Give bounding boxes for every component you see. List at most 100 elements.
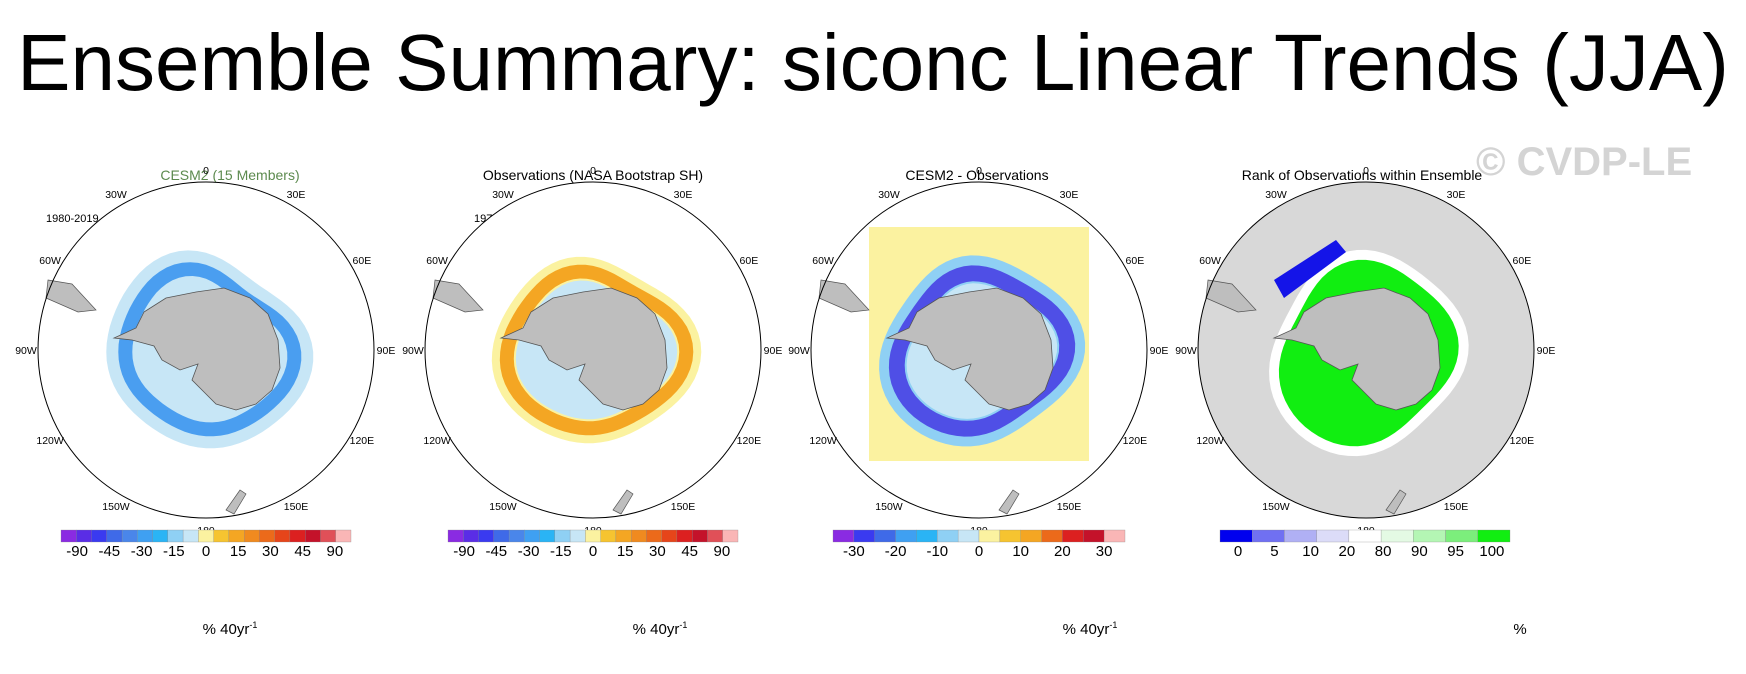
longitude-label: 30E <box>1060 189 1079 201</box>
polar-map-4: 030E60E90E120E150E180150W120W90W60W30W <box>1175 165 1555 537</box>
colorbar-swatch <box>478 529 494 543</box>
new-zealand-landmass <box>225 489 247 515</box>
colorbar-swatch <box>106 529 123 543</box>
colorbar-swatch <box>259 529 275 543</box>
antarctica-landmass <box>499 287 668 411</box>
colorbar-swatch <box>1041 529 1063 543</box>
colorbar-swatch <box>937 529 959 543</box>
colorbar-tick-label: -15 <box>550 543 572 560</box>
longitude-label: 30E <box>1447 189 1466 201</box>
colorbar-tick-label: 0 <box>202 543 210 560</box>
south-america-landmass <box>1205 279 1257 313</box>
colorbar-tick-label: 0 <box>589 543 597 560</box>
colorbar-tick-label: 95 <box>1447 543 1464 560</box>
longitude-label: 60W <box>39 255 61 267</box>
colorbar-swatch <box>463 529 479 543</box>
longitude-label: 0 <box>976 165 982 177</box>
panel-title-observations: Observations (NASA Bootstrap SH) <box>482 167 704 183</box>
colorbar-tick-label: 0 <box>1234 543 1242 560</box>
longitude-label: 90W <box>788 345 810 357</box>
colorbar-swatch <box>228 529 245 543</box>
colorbar-tick-label: -10 <box>926 543 948 560</box>
south-america-landmass <box>818 279 870 313</box>
colorbar-swatch <box>916 529 938 543</box>
colorbar-tick-label: 5 <box>1270 543 1278 560</box>
colorbar-swatch <box>1062 529 1084 543</box>
colorbar-swatch <box>1445 529 1478 543</box>
longitude-label: 150E <box>1057 501 1082 513</box>
south-america-landmass <box>45 279 97 313</box>
colorbar-swatch <box>76 529 92 543</box>
colorbar-rank: 0 5 10 20 80 90 95 100 <box>1219 529 1511 560</box>
new-zealand-landmass <box>1385 489 1407 515</box>
colorbar-swatch <box>91 529 107 543</box>
longitude-label: 150W <box>489 501 517 513</box>
colorbar-swatch <box>957 529 980 543</box>
colorbar-swatch <box>198 529 214 543</box>
polar-map-2: 030E60E90E120E150E180150W120W90W60W30W <box>402 165 782 537</box>
polar-map-3: 030E60E90E120E150E180150W120W90W60W30W <box>788 165 1168 537</box>
colorbar-tick-label: -20 <box>885 543 907 560</box>
longitude-label: 30E <box>287 189 306 201</box>
antarctica-landmass <box>885 287 1054 411</box>
antarctica-landmass <box>1272 287 1441 411</box>
south-america-landmass <box>432 279 484 313</box>
colorbar-swatch <box>493 529 510 543</box>
new-zealand-landmass <box>612 489 634 515</box>
colorbar-tick-label: 10 <box>1302 543 1319 560</box>
map-boundary <box>1197 181 1535 519</box>
colorbar-swatch <box>60 529 77 543</box>
rank-low-region <box>1274 240 1346 298</box>
longitude-label: 60E <box>1513 255 1532 267</box>
colorbar-swatch <box>335 529 352 543</box>
colorbar-unit-observations: % 40yr-1 <box>632 620 688 638</box>
colorbar-swatch <box>1316 529 1350 543</box>
longitude-label: 120E <box>1123 435 1148 447</box>
colorbar-tick-label: -15 <box>163 543 185 560</box>
colorbar-swatch <box>167 529 184 543</box>
longitude-label: 0 <box>590 165 596 177</box>
colorbar-tick-label: -45 <box>98 543 120 560</box>
colorbar-tick-label: 90 <box>327 543 344 560</box>
colorbar-tick-label: -30 <box>843 543 865 560</box>
longitude-label: 60W <box>426 255 448 267</box>
colorbar-swatch <box>600 529 617 543</box>
longitude-label: 120E <box>350 435 375 447</box>
longitude-label: 120E <box>737 435 762 447</box>
colorbar-tick-label: 90 <box>714 543 731 560</box>
longitude-label: 60E <box>1126 255 1145 267</box>
longitude-label: 0 <box>1363 165 1369 177</box>
colorbar-swatch <box>832 529 855 543</box>
colorbar-tick-label: 100 <box>1479 543 1504 560</box>
longitude-label: 90E <box>1150 345 1169 357</box>
colorbar-swatch <box>615 529 632 543</box>
longitude-label: 120W <box>809 435 837 447</box>
colorbar-swatch <box>692 529 708 543</box>
antarctica-landmass <box>112 287 281 411</box>
colorbar-swatch <box>524 529 540 543</box>
map-boundary <box>37 181 375 519</box>
colorbar-swatch <box>1020 529 1042 543</box>
colorbar-tick-label: 15 <box>230 543 247 560</box>
longitude-label: 30W <box>105 189 127 201</box>
colorbar-swatch <box>1083 529 1105 543</box>
colorbar-swatch <box>722 529 739 543</box>
longitude-label: 120W <box>1196 435 1224 447</box>
colorbar-swatch <box>1380 529 1414 543</box>
longitude-label: 60W <box>1199 255 1221 267</box>
colorbar-unit-rank: % <box>1513 621 1527 638</box>
period-label-cesm2: 1980-2019 <box>46 213 99 225</box>
colorbar-tick-label: 30 <box>649 543 666 560</box>
colorbar-tick-label: 30 <box>1096 543 1113 560</box>
colorbar-tick-label: 10 <box>1012 543 1029 560</box>
longitude-label: 150W <box>875 501 903 513</box>
longitude-label: 90W <box>1175 345 1197 357</box>
longitude-label: 120W <box>36 435 64 447</box>
colorbar-observations: -90 -45 -30 -15 0 15 30 45 90 <box>447 529 739 560</box>
colorbar-swatch <box>1252 529 1285 543</box>
panel-title-cesm2: CESM2 (15 Members) <box>160 167 300 183</box>
colorbar-cesm2: -90 -45 -30 -15 0 15 30 45 90 <box>60 529 352 560</box>
longitude-label: 90E <box>377 345 396 357</box>
colorbar-swatch <box>569 529 586 543</box>
